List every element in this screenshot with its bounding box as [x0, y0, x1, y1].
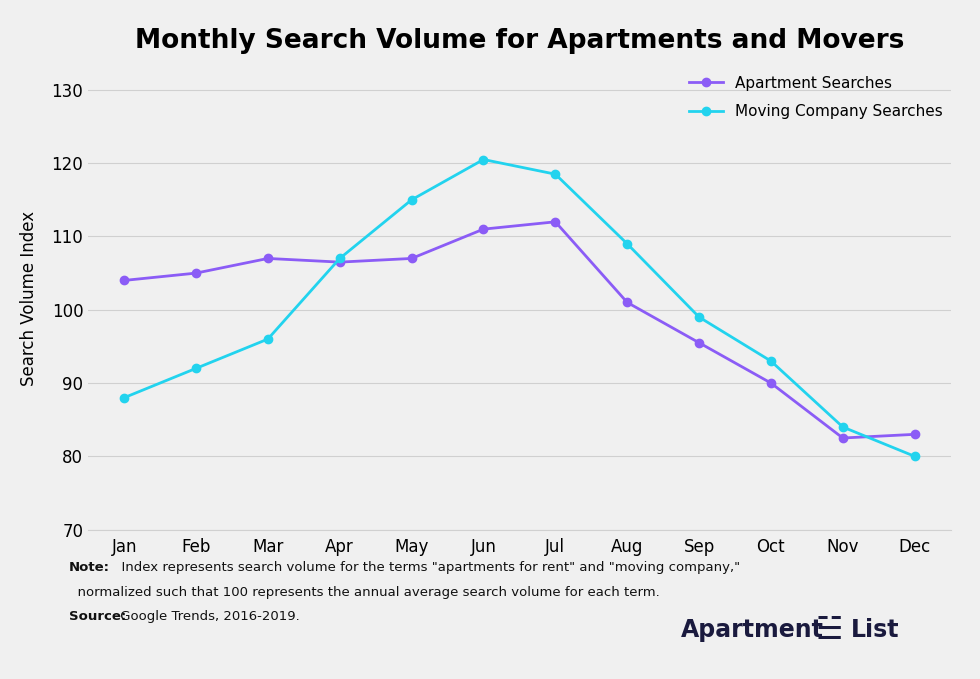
- Title: Monthly Search Volume for Apartments and Movers: Monthly Search Volume for Apartments and…: [134, 29, 905, 54]
- Text: normalized such that 100 represents the annual average search volume for each te: normalized such that 100 represents the …: [69, 586, 660, 599]
- Text: Index represents search volume for the terms "apartments for rent" and "moving c: Index represents search volume for the t…: [113, 561, 740, 574]
- Text: ☱: ☱: [815, 616, 843, 645]
- Text: List: List: [851, 618, 899, 642]
- Y-axis label: Search Volume Index: Search Volume Index: [20, 211, 37, 386]
- Text: Note:: Note:: [69, 561, 110, 574]
- Text: Apartment: Apartment: [681, 618, 824, 642]
- Legend: Apartment Searches, Moving Company Searches: Apartment Searches, Moving Company Searc…: [689, 75, 943, 120]
- Text: Google Trends, 2016-2019.: Google Trends, 2016-2019.: [116, 610, 299, 623]
- Text: Source:: Source:: [69, 610, 125, 623]
